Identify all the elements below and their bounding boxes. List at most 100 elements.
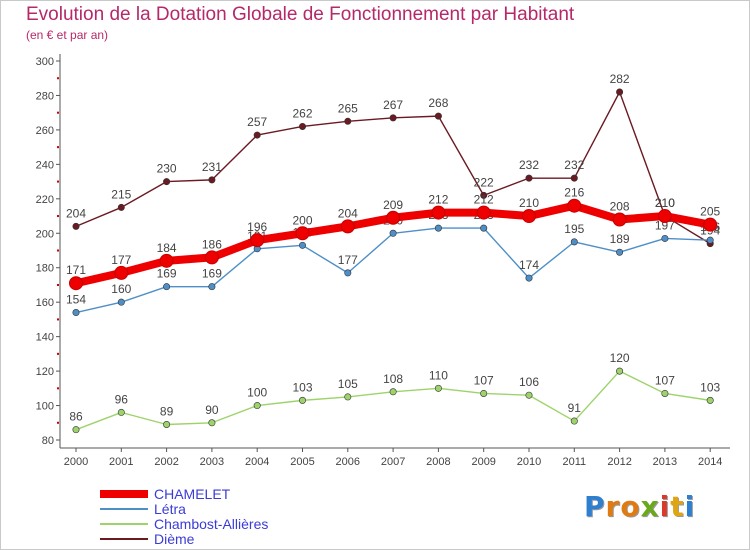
x-tick-label-2006: 2006	[336, 456, 360, 468]
data-label-dieme: 262	[292, 106, 312, 120]
legend-swatch-letra	[100, 507, 148, 510]
data-label-dieme: 268	[428, 96, 448, 110]
data-label-chambost-allieres: 89	[160, 404, 174, 418]
data-label-dieme: 204	[66, 206, 86, 220]
data-point-chamelet	[295, 226, 310, 241]
data-point-chamelet	[69, 276, 83, 291]
data-point-letra	[117, 298, 125, 306]
data-label-chamelet: 209	[383, 198, 403, 212]
y-tick-label: 280	[36, 90, 54, 102]
data-label-chamelet: 177	[111, 253, 131, 267]
data-point-letra	[208, 283, 216, 291]
data-point-chamelet	[431, 205, 446, 220]
data-point-dieme	[389, 114, 397, 122]
y-tick-label: 160	[36, 297, 54, 309]
y-tick-label: 240	[36, 159, 54, 171]
chart-title: Evolution de la Dotation Globale de Fonc…	[26, 4, 575, 25]
data-point-letra	[525, 274, 533, 282]
y-minor-tick	[57, 111, 59, 114]
data-point-chambost-allieres	[298, 396, 306, 404]
chart-subtitle: (en € et par an)	[26, 28, 109, 42]
data-point-dieme	[525, 174, 533, 182]
data-point-letra	[298, 241, 306, 249]
x-tick-label-2007: 2007	[381, 456, 405, 468]
data-label-dieme: 230	[157, 162, 177, 176]
data-point-dieme	[298, 122, 306, 130]
data-point-dieme	[253, 131, 261, 139]
x-tick-label-2002: 2002	[154, 456, 178, 468]
y-tick-label: 80	[42, 435, 54, 447]
legend-item-dieme: Dième	[100, 530, 268, 547]
data-point-letra	[570, 238, 578, 246]
data-label-letra: 189	[610, 232, 630, 246]
data-point-chamelet	[250, 233, 265, 248]
data-point-letra	[344, 269, 352, 277]
data-point-chambost-allieres	[389, 388, 397, 396]
data-label-chamelet: 200	[292, 213, 312, 227]
legend-swatch-chambost	[100, 522, 148, 525]
data-label-dieme: 232	[564, 158, 584, 172]
x-tick-label-2014: 2014	[698, 456, 722, 468]
data-point-letra	[434, 224, 442, 232]
x-tick-label-2012: 2012	[607, 456, 631, 468]
y-minor-tick	[57, 283, 59, 286]
data-label-dieme: 257	[247, 115, 267, 129]
data-point-chamelet	[340, 219, 355, 234]
data-point-dieme	[434, 112, 442, 120]
y-minor-tick	[57, 318, 59, 321]
y-tick-label: 140	[36, 332, 54, 344]
data-label-letra: 195	[564, 222, 584, 236]
y-tick-label: 100	[36, 401, 54, 413]
data-label-chambost-allieres: 96	[115, 392, 129, 406]
data-label-chamelet: 212	[428, 193, 448, 207]
x-tick-label-2013: 2013	[653, 456, 677, 468]
y-minor-tick	[57, 352, 59, 355]
data-point-chambost-allieres	[525, 391, 533, 399]
data-label-chambost-allieres: 103	[292, 380, 312, 394]
data-point-dieme	[208, 176, 216, 184]
data-point-chambost-allieres	[208, 419, 216, 427]
data-label-chambost-allieres: 105	[338, 377, 358, 391]
data-label-chambost-allieres: 106	[519, 375, 539, 389]
data-label-dieme: 231	[202, 160, 222, 174]
x-tick-label-2004: 2004	[245, 456, 269, 468]
data-point-letra	[72, 309, 80, 317]
data-label-chamelet: 212	[474, 193, 494, 207]
legend-item-letra: Létra	[100, 501, 268, 517]
x-tick-label-2001: 2001	[109, 456, 133, 468]
data-label-dieme: 210	[655, 196, 675, 210]
data-point-chambost-allieres	[117, 408, 125, 416]
data-label-dieme: 232	[519, 158, 539, 172]
data-label-dieme: 222	[474, 175, 494, 189]
y-minor-tick	[57, 180, 59, 183]
data-point-chambost-allieres	[163, 420, 171, 428]
data-label-letra: 154	[66, 293, 86, 307]
data-point-chamelet	[703, 217, 718, 232]
x-tick-label-2005: 2005	[290, 456, 314, 468]
legend: CHAMELET Létra Chambost-Allières Dième	[100, 486, 268, 547]
data-point-letra	[661, 234, 669, 242]
data-point-letra	[389, 229, 397, 237]
x-tick-label-2010: 2010	[517, 456, 541, 468]
data-label-letra: 174	[519, 258, 539, 272]
data-point-chambost-allieres	[480, 389, 488, 397]
data-label-dieme: 282	[610, 72, 630, 86]
x-tick-label-2008: 2008	[426, 456, 450, 468]
data-label-chamelet: 210	[519, 196, 539, 210]
data-point-chambost-allieres	[661, 389, 669, 397]
data-label-chamelet: 196	[247, 220, 267, 234]
y-tick-label: 260	[36, 125, 54, 137]
y-minor-tick	[57, 249, 59, 252]
data-point-chamelet	[114, 265, 129, 280]
x-tick-label-2003: 2003	[200, 456, 224, 468]
data-label-chambost-allieres: 91	[568, 401, 582, 415]
data-point-chambost-allieres	[344, 393, 352, 401]
data-label-letra: 197	[655, 218, 675, 232]
legend-label-dieme: Dième	[154, 530, 195, 547]
data-point-dieme	[344, 117, 352, 125]
data-point-letra	[616, 248, 624, 256]
data-point-dieme	[117, 203, 125, 211]
data-label-chamelet: 205	[700, 205, 720, 219]
data-label-dieme: 267	[383, 98, 403, 112]
